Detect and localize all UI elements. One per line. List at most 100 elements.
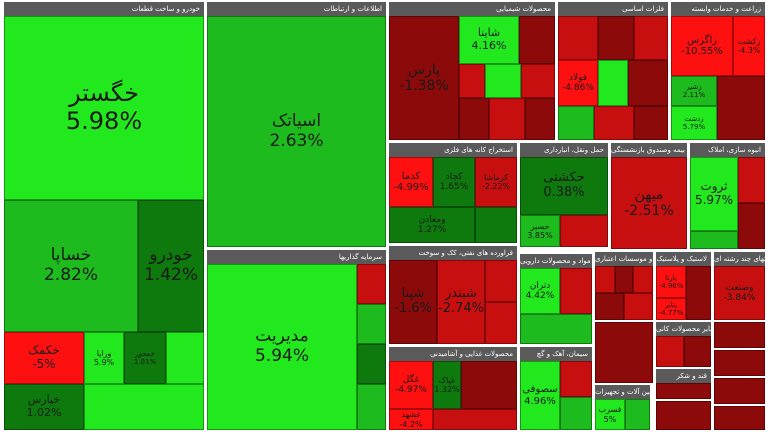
treemap-tile-minor[interactable]	[634, 106, 668, 140]
treemap-tile-minor[interactable]	[357, 344, 386, 384]
treemap-tile-minor[interactable]	[595, 322, 653, 383]
treemap-tile-minor[interactable]	[595, 266, 615, 293]
treemap-tile-minor[interactable]	[633, 266, 653, 293]
treemap-tile-minor[interactable]	[558, 106, 594, 140]
treemap-tile-minor[interactable]	[485, 64, 521, 98]
treemap-tile-minor[interactable]	[461, 361, 517, 409]
treemap-tile-minor[interactable]	[628, 60, 668, 106]
treemap-tile[interactable]: غگل -4.97%	[389, 361, 433, 409]
treemap-tile[interactable]	[84, 384, 204, 430]
treemap-tile[interactable]: کچاد 1.65%	[433, 157, 475, 207]
treemap-tile-minor[interactable]	[459, 64, 485, 98]
treemap-tile-minor[interactable]	[714, 350, 765, 376]
treemap-tile-minor[interactable]	[714, 378, 765, 404]
sector-capital[interactable]: سرمایه گذاریها مدیریت 5.94%	[207, 250, 386, 430]
treemap-tile[interactable]: خکمک -5%	[4, 332, 84, 384]
treemap-tile-minor[interactable]	[357, 384, 386, 430]
treemap-tile[interactable]: خپارس 1.02%	[4, 384, 84, 430]
treemap-tile[interactable]: زکشت -4.3%	[733, 16, 765, 76]
treemap-tile-minor[interactable]	[717, 76, 765, 140]
sector-ict[interactable]: اطلاعات و ارتباطات اسیاتک 2.63%	[207, 2, 386, 247]
treemap-tile[interactable]: پارس -1.38%	[389, 16, 459, 140]
treemap-tile-minor[interactable]	[594, 106, 634, 140]
sector-transport[interactable]: حمل ونقل، انبارداری حکشتی 0.38% حسیر 3.85%	[520, 143, 608, 247]
treemap-tile[interactable]: وصنعت -3.84%	[714, 266, 765, 320]
treemap-tile[interactable]: ومعادن 1.27%	[389, 207, 475, 243]
sector-rubber[interactable]: لاستیک و پلاستیک پارتا -4.96% پتایر -4.77%	[656, 252, 711, 320]
sector-sugar[interactable]: قند و شکر	[656, 369, 711, 399]
treemap-tile-minor[interactable]	[560, 215, 608, 247]
treemap-tile-minor[interactable]	[656, 336, 684, 367]
treemap-tile-minor[interactable]	[475, 207, 517, 243]
treemap-tile-minor[interactable]	[714, 322, 765, 348]
sector-refinery[interactable]: فراورده های نفتی، کک و سوخت شپنا -1.6% شبند…	[389, 246, 517, 344]
treemap-tile-minor[interactable]	[690, 231, 738, 249]
treemap-tile-minor[interactable]	[625, 399, 650, 430]
treemap-tile[interactable]: شاینا 4.16%	[459, 16, 519, 64]
treemap-tile-minor[interactable]	[357, 264, 386, 304]
treemap-tile-minor[interactable]	[489, 98, 525, 140]
sector-mining[interactable]: استخراج کانه های فلزی کدما -4.99% کچاد 1.65%…	[389, 143, 517, 243]
treemap-tile[interactable]: پتایر -4.77%	[656, 298, 686, 320]
treemap-tile[interactable]: مدیریت 5.94%	[207, 264, 357, 430]
treemap-tile[interactable]: خودرو 1.42%	[138, 200, 204, 332]
sector-insurance[interactable]: بیمه وصندوق بازنشستگی میهن -2.51%	[611, 143, 687, 249]
treemap-tile[interactable]: اسیاتک 2.63%	[207, 16, 386, 247]
treemap-tile-minor[interactable]	[738, 203, 765, 249]
sector-metals[interactable]: فلزات اساسی فولاد -4.86%	[558, 2, 668, 140]
treemap-tile-minor[interactable]	[686, 266, 711, 320]
treemap-tile[interactable]: حسیر 3.85%	[520, 215, 560, 247]
treemap-tile[interactable]: غشهد -4.2%	[389, 409, 433, 430]
treemap-tile-minor[interactable]	[684, 336, 711, 367]
treemap-tile-minor[interactable]	[656, 383, 711, 399]
treemap-tile-minor[interactable]	[433, 409, 517, 430]
treemap-tile[interactable]: وراپا 5.9%	[84, 332, 124, 384]
treemap-tile-minor[interactable]	[634, 16, 668, 60]
sector-agri[interactable]: زراعت و خدمات وابسته زاگرس -10.55% زکشت -4.3…	[671, 2, 765, 140]
treemap-tile-minor[interactable]	[560, 361, 592, 397]
treemap-tile-minor[interactable]	[558, 16, 598, 60]
sector-banks[interactable]: بانکها و موسسات اعتباری	[595, 252, 653, 320]
treemap-tile[interactable]: دتران 4.42%	[520, 268, 560, 314]
treemap-tile-minor[interactable]	[598, 16, 634, 60]
treemap-tile-minor[interactable]	[738, 157, 765, 203]
treemap-tile-minor[interactable]	[624, 293, 653, 320]
treemap-tile-minor[interactable]	[459, 98, 489, 140]
treemap-tile[interactable]: غپاک 1.32%	[433, 361, 461, 409]
treemap-tile[interactable]: کرماشا -2.22%	[475, 157, 517, 207]
sector-other[interactable]: سایر محصولات کانی	[656, 322, 711, 367]
treemap-tile-minor[interactable]	[520, 314, 592, 344]
treemap-tile-minor[interactable]	[598, 60, 628, 106]
treemap-tile-minor[interactable]	[521, 64, 555, 98]
treemap-tile[interactable]: حکشتی 0.38%	[520, 157, 608, 215]
sector-construction[interactable]: انبوه سازی، املاک ثروت 5.97%	[690, 143, 765, 249]
treemap-tile[interactable]: سصوفی 4.96%	[520, 361, 560, 430]
treemap-tile[interactable]: خساپا 2.82%	[4, 200, 138, 332]
treemap-tile[interactable]: کدما -4.99%	[389, 157, 433, 207]
treemap-tile[interactable]	[166, 332, 204, 384]
treemap-tile[interactable]: پارتا -4.96%	[656, 266, 686, 298]
sector-chem[interactable]: محصولات شیمیایی پارس -1.38% شاینا 4.16%	[389, 2, 555, 140]
treemap-tile-minor[interactable]	[357, 304, 386, 344]
treemap-tile-minor[interactable]	[560, 397, 592, 430]
treemap-tile[interactable]: زشیر 2.11%	[671, 76, 717, 106]
treemap-tile-minor[interactable]	[656, 401, 711, 430]
treemap-tile-minor[interactable]	[560, 268, 592, 314]
sector-materials[interactable]: مواد و محصولات دارویی دتران 4.42%	[520, 254, 592, 344]
treemap-tile-minor[interactable]	[615, 266, 633, 293]
sector-auto[interactable]: خودرو و ساخت قطعات خگستر 5.98% خساپا 2.82% خو…	[4, 2, 204, 430]
sector-food[interactable]: محصولات غذایی و آشامیدنی غگل -4.97% غپاک 1.3…	[389, 347, 517, 430]
treemap-tile-minor[interactable]	[525, 98, 555, 140]
treemap-tile-minor[interactable]	[595, 293, 624, 320]
treemap-tile-minor[interactable]	[485, 302, 517, 344]
treemap-tile-minor[interactable]	[485, 260, 517, 302]
treemap-tile[interactable]: فسرب 5%	[595, 399, 625, 430]
treemap-tile[interactable]: شپنا -1.6%	[389, 260, 437, 344]
treemap-tile[interactable]: زاگرس -10.55%	[671, 16, 733, 76]
sector-cement[interactable]: سیمان، آهک و گچ سصوفی 4.96%	[520, 347, 592, 430]
treemap-tile[interactable]: زدشت 5.79%	[671, 106, 717, 140]
treemap-tile[interactable]: شبندر -2.74%	[437, 260, 485, 344]
treemap-tile[interactable]: خگستر 5.98%	[4, 16, 204, 200]
